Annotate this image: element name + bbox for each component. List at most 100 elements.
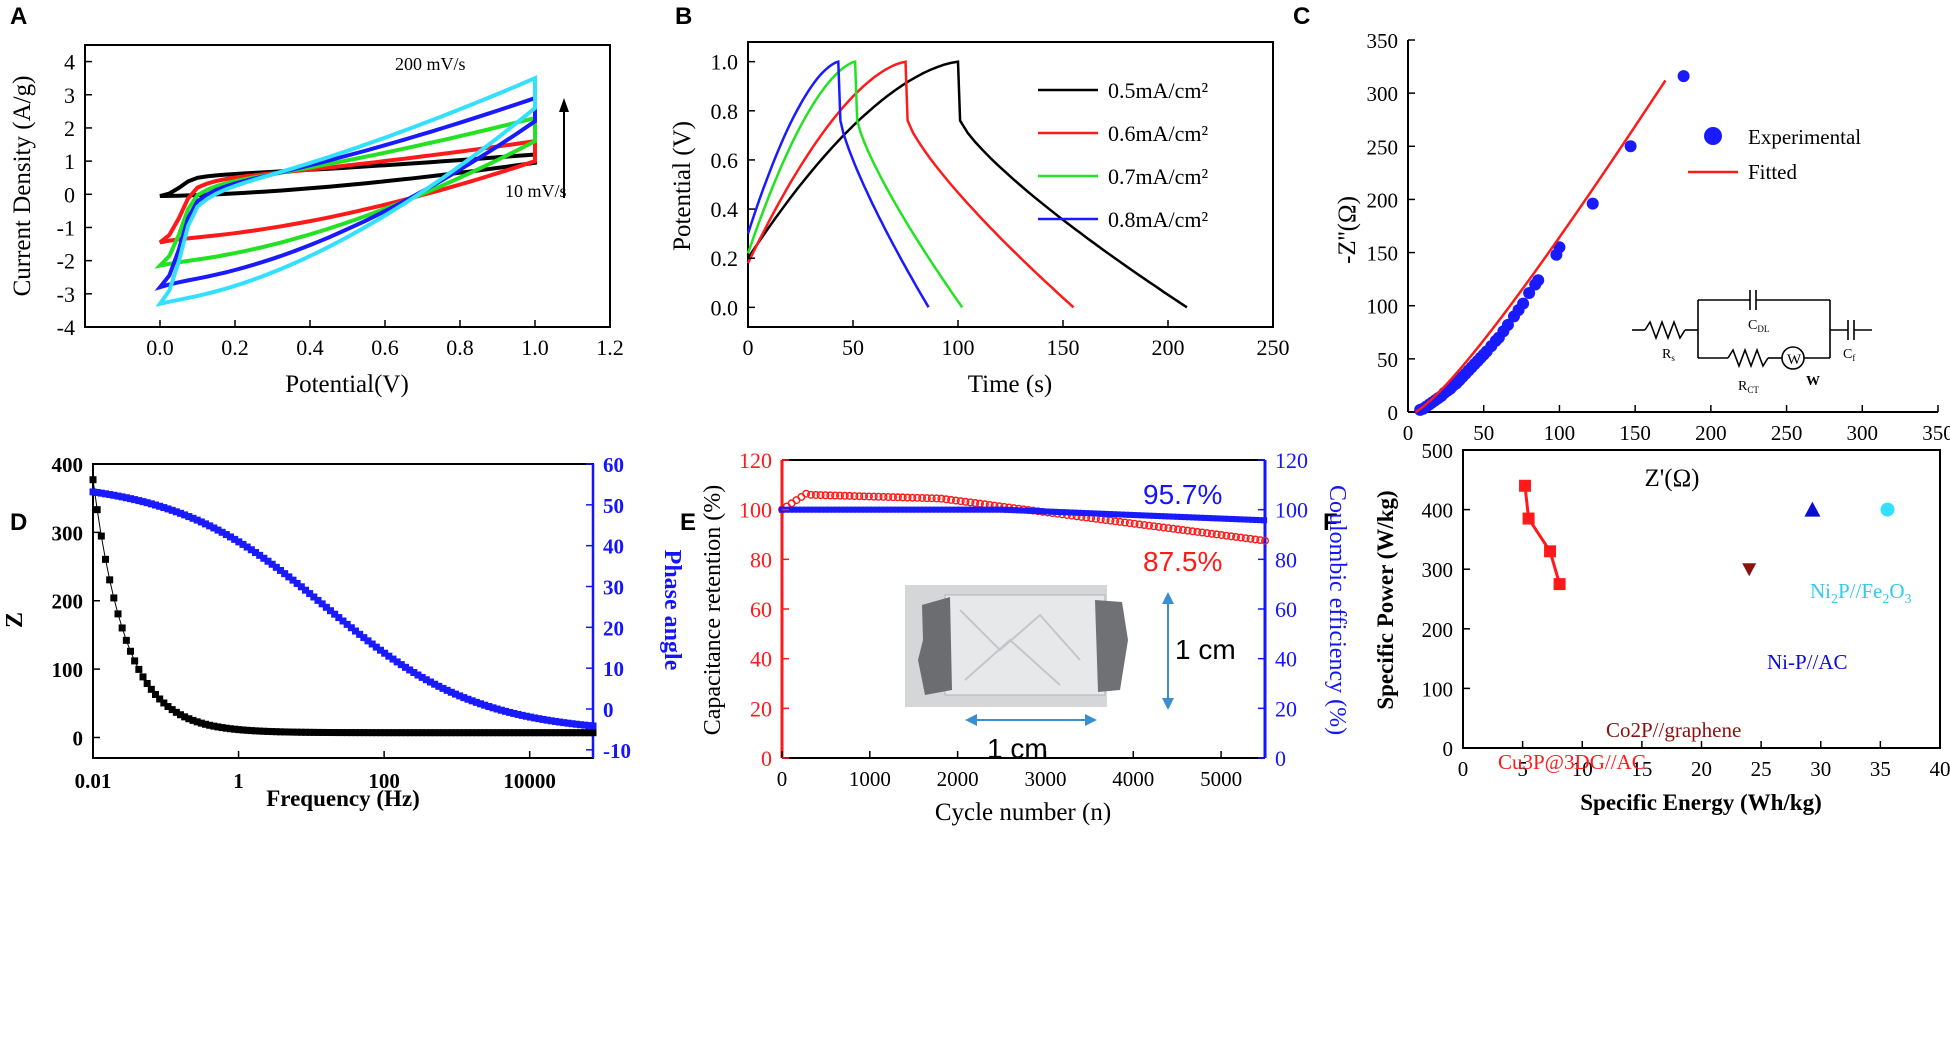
x-tick-label: 40 [1930,757,1950,781]
d-phase-point [456,692,464,700]
e-coulombic-point [992,506,999,513]
e-coulombic-point [897,506,904,513]
e-retention-point [947,495,956,504]
e-retention-point [1174,525,1183,534]
e-coulombic-point [1245,516,1252,523]
y-tick-label: 300 [52,521,84,545]
e-retention-point [1232,532,1241,541]
d-phase-point [497,706,505,714]
e-retention-point [1164,524,1173,533]
y-tick-label: 20 [750,696,772,721]
b-line-0.6mA/cm2 [746,60,1075,309]
c-resistor-rs [1644,319,1686,341]
x-tick-label: 100 [942,335,975,360]
x-tick-label: 150 [1047,335,1080,360]
e-retention-point [971,499,980,508]
e-coulombic-point [1031,508,1038,515]
e-coulombic-point [893,506,900,513]
d-phase-point [127,495,134,503]
d-phase-point [227,533,234,541]
y-tick-label: -2 [57,249,75,274]
d-phase-point [377,646,384,654]
e-retention-point [898,493,907,502]
e-coulombic-point [846,506,853,513]
d-phase-point [568,720,576,728]
f-cu3p-point [1519,479,1532,492]
e-coulombic-point [1012,507,1019,514]
e-retention-point [1183,526,1192,535]
e-coulombic-point [1189,514,1196,521]
d-phase-point [139,498,147,506]
e-coulombic-point [1233,516,1240,523]
e-retention-point [1135,520,1144,529]
e-coulombic-point [854,506,861,513]
d-phase-point [156,502,164,510]
d-phase-point [135,497,143,505]
d-phase-point [418,673,426,681]
y-tick-label: 20 [1275,696,1297,721]
e-coulombic-point [810,506,817,513]
b-line-0.7mA/cm2 [746,60,964,309]
d-phase-point [114,492,122,500]
panel-a: 0.0 0.2 0.4 0.6 0.8 1.0 1.2 -4 -3 -2 -1 0 1 2 3 4 Poten… [9,44,624,398]
e-device-electrode-right [1095,600,1128,692]
d-phase-point [422,676,430,684]
axes-frame-b [747,41,1274,328]
d-phase-point [385,652,393,660]
d-phase-point [364,637,372,645]
x-tick-label: 0.6 [371,335,399,360]
e-retention-point [1130,519,1139,528]
e-coulombic-point [822,506,829,513]
e-retention-point [927,494,936,503]
e-coulombic-point [881,506,888,513]
d-phase-point [460,694,468,702]
e-retention-point [922,494,931,503]
y-tick-label: 60 [1275,597,1297,622]
d-phase-point [164,505,172,513]
e-coulombic-point [1193,514,1200,521]
e-coulombic-point [1134,512,1141,519]
c-circuit-label-cf: Cf [1843,347,1855,363]
d-series [89,476,597,737]
d-phase-point [118,493,126,501]
b-series [746,59,1188,309]
e-retention-point [1251,535,1260,544]
y-tick-label: 50 [1377,348,1398,372]
e-xlabel: Cycle number (n) [935,799,1111,826]
panel-b: 0 50 100 150 200 250 0.0 0.2 0.4 0.6 0.8 1.0 0.5mA/… [669,41,1290,398]
d-phase-point [93,489,101,497]
e-retention-point [1212,530,1221,539]
y-tick-label: 40 [1275,647,1297,672]
e-coulombic-point [925,506,932,513]
d-phase-point [110,491,118,499]
e-retention-point [1111,517,1120,526]
e-coulombic-point [1059,509,1066,516]
d-phase-point [397,661,405,669]
e-retention-point [893,493,902,502]
e-retention-point [821,491,830,500]
f-cu3p-point [1522,512,1535,525]
e-coulombic-point [889,506,896,513]
e-retention-point [1256,536,1265,545]
panel-letter-b: B [675,3,692,30]
d-phase-point [214,526,222,534]
e-coulombic-point [1197,514,1204,521]
d-phase-point [468,697,476,705]
e-coulombic-point [1063,509,1070,516]
y-tick-label: 120 [739,448,772,473]
e-coulombic-point [1138,512,1145,519]
y-tick-label: 40 [750,647,772,672]
e-coulombic-point [1261,517,1268,524]
d-phase-point [306,590,314,598]
d-phase-point [268,560,276,568]
y-tick-label: 2 [64,116,75,141]
d-phase-point [402,663,409,671]
d-phase-point [502,707,509,715]
e-coulombic-point [1114,511,1121,518]
e-coulombic-point [1186,514,1193,521]
d-phase-point [452,690,459,698]
c-point [1553,241,1566,254]
e-coulombic-point [1079,509,1086,516]
d-phase-point [281,570,289,578]
d-phase-point [577,721,584,729]
